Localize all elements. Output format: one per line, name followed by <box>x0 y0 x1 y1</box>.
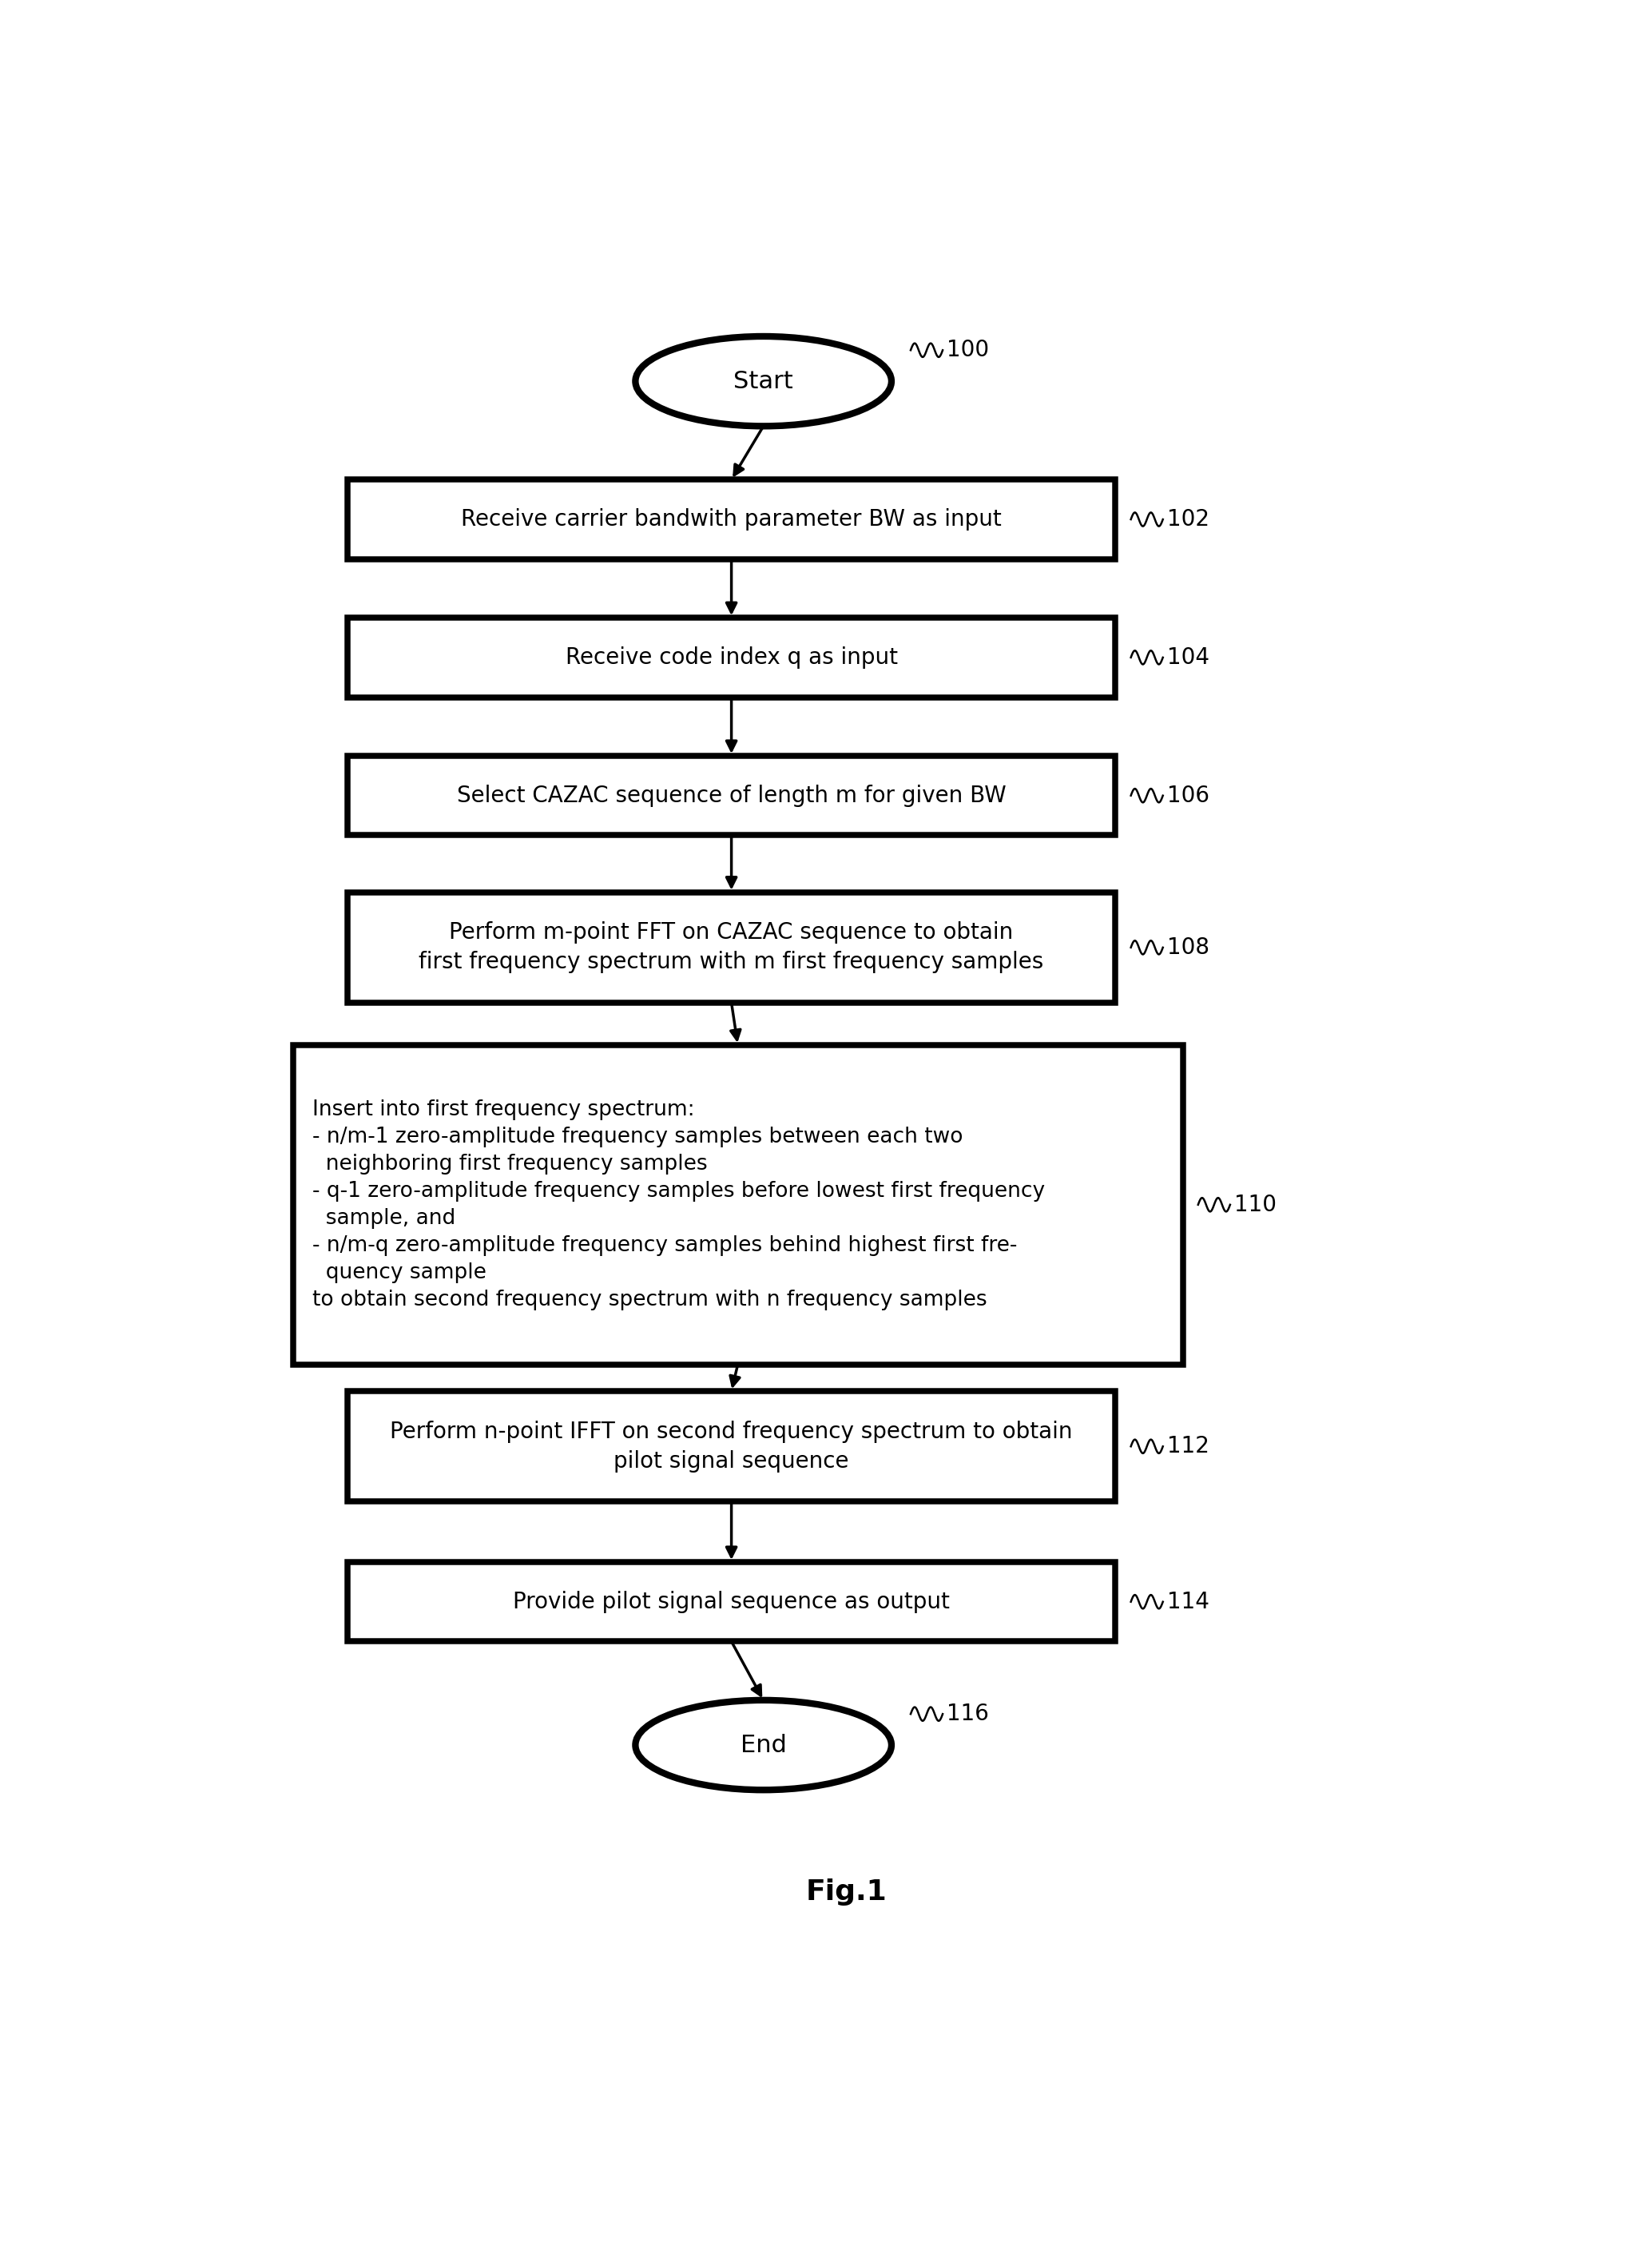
Text: Receive code index q as input: Receive code index q as input <box>565 646 897 668</box>
Text: Provide pilot signal sequence as output: Provide pilot signal sequence as output <box>514 1590 950 1612</box>
Text: End: End <box>740 1733 786 1758</box>
Text: Fig.1: Fig.1 <box>806 1879 887 1906</box>
Text: Receive carrier bandwith parameter BW as input: Receive carrier bandwith parameter BW as… <box>461 509 1001 531</box>
Text: 106: 106 <box>1166 785 1209 807</box>
Bar <box>347 480 1115 558</box>
Text: 108: 108 <box>1166 937 1209 960</box>
Bar <box>292 1045 1183 1365</box>
Bar <box>347 1390 1115 1502</box>
Ellipse shape <box>636 1699 892 1789</box>
Text: 116: 116 <box>947 1704 990 1724</box>
Text: 104: 104 <box>1166 646 1209 668</box>
Bar <box>347 892 1115 1002</box>
Text: Select CAZAC sequence of length m for given BW: Select CAZAC sequence of length m for gi… <box>456 785 1006 807</box>
Bar <box>347 619 1115 697</box>
Text: 112: 112 <box>1166 1435 1209 1457</box>
Bar <box>347 756 1115 836</box>
Text: Start: Start <box>733 370 793 392</box>
Text: 110: 110 <box>1234 1193 1277 1215</box>
Text: 114: 114 <box>1166 1590 1209 1612</box>
Text: Perform m-point FFT on CAZAC sequence to obtain
first frequency spectrum with m : Perform m-point FFT on CAZAC sequence to… <box>420 921 1044 973</box>
Text: Insert into first frequency spectrum:
- n/m-1 zero-amplitude frequency samples b: Insert into first frequency spectrum: - … <box>312 1099 1044 1309</box>
Text: 100: 100 <box>947 339 990 361</box>
Ellipse shape <box>636 336 892 426</box>
Bar <box>347 1563 1115 1641</box>
Text: Perform n-point IFFT on second frequency spectrum to obtain
pilot signal sequenc: Perform n-point IFFT on second frequency… <box>390 1421 1072 1473</box>
Text: 102: 102 <box>1166 509 1209 531</box>
